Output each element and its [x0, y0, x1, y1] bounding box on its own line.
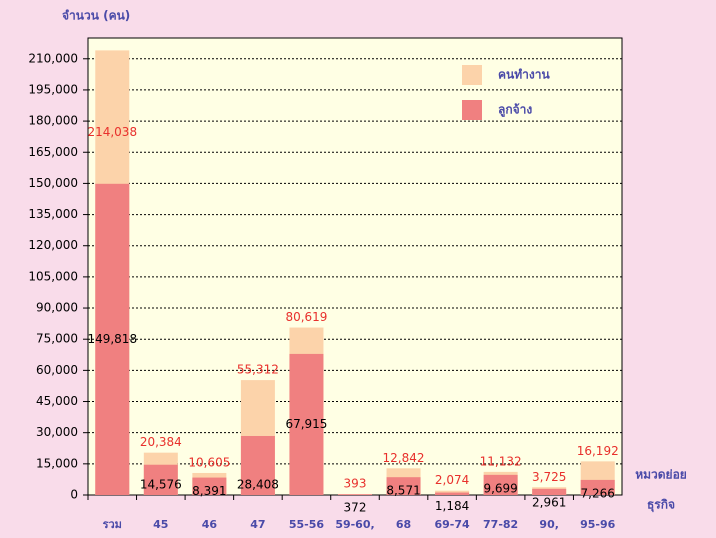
y-tick-label: 90,000	[36, 301, 78, 315]
data-label: 8,391	[192, 484, 226, 498]
bar	[435, 492, 470, 495]
y-tick-label: 45,000	[36, 394, 78, 408]
x-tick-label: 77-82	[483, 518, 518, 531]
data-label: 8,571	[386, 484, 420, 498]
data-label: 11,132	[480, 454, 522, 468]
data-label: 7,266	[581, 486, 615, 500]
legend-label: ลูกจ้าง	[498, 103, 532, 118]
y-tick-label: 30,000	[36, 425, 78, 439]
y-tick-label: 180,000	[28, 114, 78, 128]
data-label: 149,818	[87, 332, 137, 346]
x-tick-label: 46	[202, 518, 218, 531]
y-tick-label: 15,000	[36, 456, 78, 470]
x-tick-label: รวม	[103, 518, 122, 531]
x-tick-label: 90,	[539, 518, 559, 531]
y-tick-label: 210,000	[28, 51, 78, 65]
data-label: 3,725	[532, 470, 566, 484]
x-tick-label: 95-96	[580, 518, 616, 531]
bar	[192, 477, 227, 495]
y-tick-label: 195,000	[28, 82, 78, 96]
y-tick-label: 75,000	[36, 332, 78, 346]
y-tick-label: 105,000	[28, 269, 78, 283]
x-tick-label: 68	[396, 518, 411, 531]
x-tick-label: 47	[250, 518, 265, 531]
data-label: 14,576	[140, 478, 182, 492]
x-tick-label: 45	[153, 518, 168, 531]
bar	[338, 494, 372, 495]
data-label: 9,699	[483, 481, 517, 495]
data-label: 2,961	[532, 495, 566, 509]
data-label: 55,312	[237, 363, 279, 377]
data-label: 2,074	[435, 473, 469, 487]
plot-area	[87, 37, 623, 496]
data-label: 67,915	[285, 417, 327, 431]
data-label: 372	[344, 501, 367, 515]
y-tick-label: 0	[70, 488, 78, 502]
bar	[386, 477, 421, 495]
y-tick-label: 150,000	[28, 176, 78, 190]
data-label: 28,408	[237, 478, 279, 492]
bar	[289, 353, 324, 495]
data-label: 12,842	[383, 451, 425, 465]
legend-label: คนทำงาน	[498, 68, 550, 82]
bar	[240, 435, 275, 495]
x-axis-label: ธุรกิจ	[647, 498, 675, 513]
data-label: 20,384	[140, 435, 182, 449]
data-label: 80,619	[285, 310, 327, 324]
data-label: 1,184	[435, 499, 469, 513]
data-label: 214,038	[87, 125, 137, 139]
data-label: 10,605	[188, 455, 230, 469]
bar	[483, 474, 518, 495]
y-tick-label: 165,000	[28, 145, 78, 159]
y-tick-label: 135,000	[28, 207, 78, 221]
data-label: 393	[344, 477, 367, 491]
bar	[143, 464, 178, 495]
bar	[532, 488, 567, 495]
y-axis-label: จำนวน (คน)	[62, 9, 130, 23]
bar	[580, 479, 615, 495]
data-label: 16,192	[577, 444, 619, 458]
x-tick-label: 59-60,	[335, 518, 374, 531]
x-tick-label: 69-74	[434, 518, 470, 531]
legend-swatch	[462, 65, 482, 85]
legend-swatch	[462, 100, 482, 120]
y-tick-label: 120,000	[28, 238, 78, 252]
bar	[95, 183, 130, 495]
x-axis-label: หมวดย่อย	[635, 468, 687, 482]
y-tick-label: 60,000	[36, 363, 78, 377]
x-tick-label: 55-56	[289, 518, 325, 531]
